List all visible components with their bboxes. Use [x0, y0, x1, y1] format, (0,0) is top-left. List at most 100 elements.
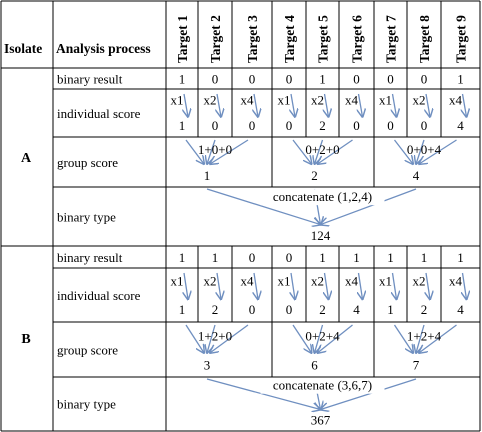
group-arrow — [419, 139, 457, 164]
binary-result-value: 0 — [421, 72, 428, 87]
group-arrow — [292, 139, 312, 164]
binary-result-value: 1 — [353, 250, 360, 265]
multiplier-label: x1 — [278, 92, 291, 107]
multiplier-label: x2 — [311, 273, 324, 288]
multiply-arrow — [426, 93, 430, 117]
group-score-value: 7 — [413, 357, 420, 372]
row-label-group-score: group score — [57, 155, 118, 170]
multiply-arrow — [393, 93, 397, 117]
concatenate-label-bg — [260, 377, 385, 394]
multiplier-label: x1 — [171, 273, 184, 288]
multiplier-label: x2 — [204, 92, 217, 107]
row-label-binary-type: binary type — [57, 397, 116, 412]
individual-score-value: 2 — [212, 302, 219, 317]
target-header: Target 8 — [417, 15, 432, 63]
multiply-arrow — [426, 272, 430, 299]
individual-score-value: 0 — [286, 302, 293, 317]
binary-result-value: 1 — [421, 250, 428, 265]
multiply-arrow — [217, 93, 221, 117]
multiply-arrow — [463, 93, 467, 117]
target-header: Target 9 — [454, 15, 469, 63]
analysis-process-header: Analysis process — [56, 41, 151, 56]
binary-type-value: 367 — [311, 413, 331, 428]
concatenate-label-bg — [260, 189, 385, 206]
individual-score-value: 1 — [387, 302, 394, 317]
individual-score-value: 4 — [457, 302, 464, 317]
binary-result-value: 1 — [179, 250, 186, 265]
row-label-individual-score: individual score — [57, 288, 141, 303]
concatenate-arrow — [321, 378, 417, 410]
isolate-name: B — [21, 332, 30, 347]
binary-result-value: 1 — [212, 250, 219, 265]
multiply-arrow — [359, 272, 363, 299]
group-score-value: 4 — [413, 168, 420, 183]
individual-score-value: 2 — [421, 302, 428, 317]
isolate-name: A — [21, 151, 32, 166]
individual-score-value: 1 — [179, 118, 186, 133]
individual-score-value: 0 — [387, 118, 394, 133]
group-sum-expression: 0+2+0 — [305, 142, 339, 157]
binary-result-value: 0 — [249, 250, 256, 265]
individual-score-value: 2 — [319, 302, 326, 317]
group-arrow — [292, 324, 312, 353]
multiply-arrow — [184, 272, 188, 299]
multiply-arrow — [325, 272, 329, 299]
target-header: Target 7 — [384, 15, 399, 63]
binary-result-value: 1 — [457, 250, 464, 265]
individual-score-value: 1 — [179, 302, 186, 317]
multiply-arrow — [359, 93, 363, 117]
binary-result-value: 1 — [319, 250, 326, 265]
binary-result-value: 0 — [212, 72, 219, 87]
group-score-value: 1 — [204, 168, 211, 183]
group-arrow — [210, 324, 249, 353]
group-sum-expression: 1+2+0 — [198, 329, 232, 344]
multiply-arrow — [217, 272, 221, 299]
table-cells: Isolate Analysis process Target 1 Target 2 T… — [4, 15, 469, 428]
multiplier-label: x4 — [345, 92, 359, 107]
group-sum-expression: 0+2+4 — [305, 329, 340, 344]
binary-result-value: 0 — [286, 250, 293, 265]
row-label-binary-result: binary result — [57, 250, 123, 265]
group-sum-expression: 0+0+4 — [407, 142, 442, 157]
individual-score-value: 0 — [249, 302, 256, 317]
binary-type-value: 124 — [311, 228, 331, 243]
group-arrow — [318, 324, 353, 353]
binary-result-value: 0 — [249, 72, 256, 87]
multiplier-label: x2 — [204, 273, 217, 288]
concatenate-expression: concatenate (1,2,4) — [273, 189, 372, 204]
binary-result-value: 0 — [353, 72, 360, 87]
binary-result-value: 0 — [387, 72, 394, 87]
binary-result-value: 0 — [286, 72, 293, 87]
multiply-arrow — [393, 272, 397, 299]
target-header: Target 6 — [350, 15, 365, 63]
group-arrow — [393, 139, 414, 164]
group-arrow — [318, 139, 353, 164]
multiplier-label: x2 — [311, 92, 324, 107]
row-label-group-score: group score — [57, 343, 118, 358]
multiply-arrow — [184, 93, 188, 117]
multiply-arrow — [463, 272, 467, 299]
concatenate-arrow — [206, 378, 321, 410]
concatenate-arrow — [321, 188, 417, 225]
concatenate-expression: concatenate (3,6,7) — [273, 378, 372, 393]
target-header: Target 1 — [175, 15, 190, 63]
row-label-individual-score: individual score — [57, 106, 141, 121]
multiplier-label: x4 — [449, 273, 463, 288]
group-sum-expression: 1+2+4 — [407, 329, 442, 344]
group-arrow — [419, 324, 457, 353]
group-arrow — [210, 139, 249, 164]
isolate-header: Isolate — [4, 41, 42, 56]
multiplier-label: x4 — [241, 273, 255, 288]
group-score-value: 2 — [311, 168, 318, 183]
individual-score-value: 2 — [319, 118, 326, 133]
group-score-value: 3 — [204, 357, 211, 372]
multiply-arrow — [291, 272, 295, 299]
individual-score-value: 0 — [421, 118, 428, 133]
individual-score-value: 0 — [286, 118, 293, 133]
binary-result-value: 1 — [179, 72, 186, 87]
multiplier-label: x1 — [379, 92, 392, 107]
multiplier-label: x4 — [449, 92, 463, 107]
multiplier-label: x4 — [241, 92, 255, 107]
concatenate-arrow — [206, 188, 321, 225]
